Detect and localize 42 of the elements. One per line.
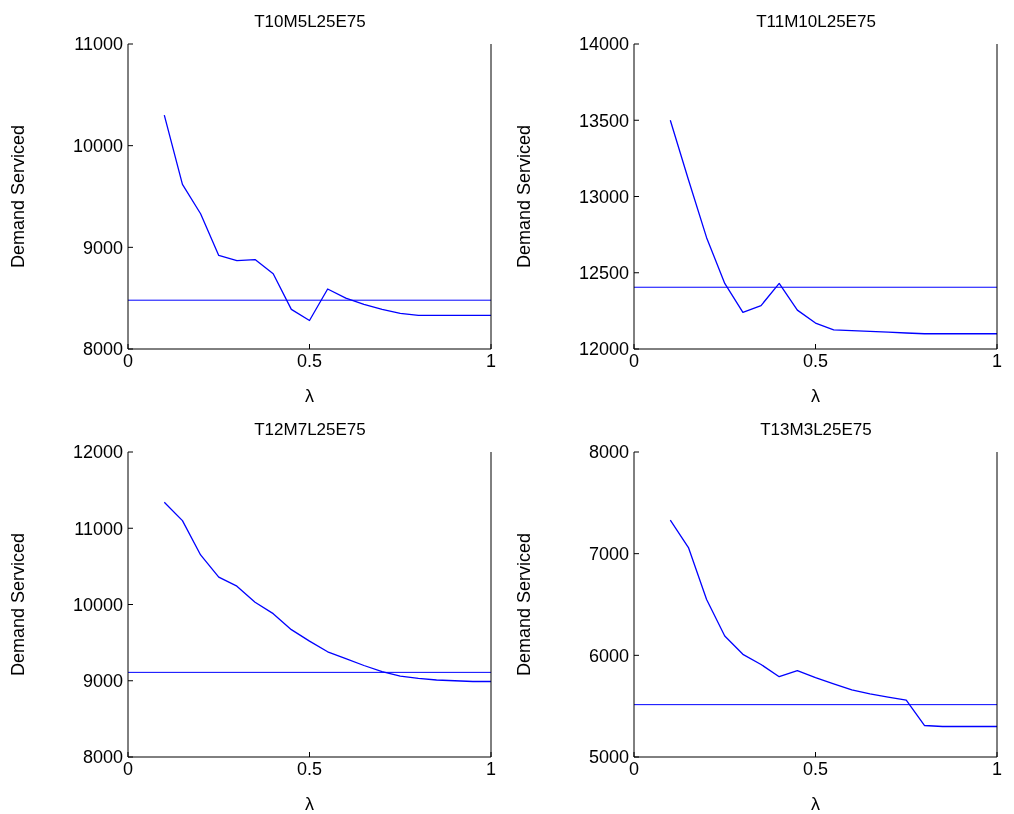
y-axis-title: Demand Serviced	[8, 124, 29, 269]
y-tick-label: 6000	[588, 645, 629, 666]
x-axis-title: λ	[305, 794, 314, 814]
x-tick-label: 1	[991, 758, 1003, 779]
y-tick-label: 8000	[82, 339, 123, 360]
x-tick-label: 1	[485, 350, 497, 371]
y-tick-label: 12500	[578, 263, 629, 284]
y-tick-label: 13000	[578, 186, 629, 207]
chart-title: T10M5L25E75	[253, 12, 367, 32]
y-axis-title: Demand Serviced	[514, 532, 535, 677]
chart-title: T12M7L25E75	[253, 420, 367, 440]
x-tick-label: 0	[122, 350, 134, 371]
x-tick-label: 1	[485, 758, 497, 779]
y-tick-label: 10000	[72, 136, 123, 157]
x-tick-label: 0	[628, 350, 640, 371]
y-tick-label: 12000	[72, 442, 123, 463]
x-tick-label: 0.5	[296, 758, 323, 779]
x-axis-title: λ	[811, 386, 820, 406]
chart-title: T11M10L25E75	[755, 12, 877, 32]
y-tick-label: 9000	[82, 237, 123, 258]
chart-title: T13M3L25E75	[759, 420, 873, 440]
y-tick-label: 12000	[578, 339, 629, 360]
y-tick-label: 13500	[578, 110, 629, 131]
x-tick-label: 0	[122, 758, 134, 779]
y-tick-label: 10000	[72, 594, 123, 615]
y-tick-label: 8000	[588, 442, 629, 463]
x-axis-title: λ	[305, 386, 314, 406]
x-tick-label: 0.5	[296, 350, 323, 371]
x-axis-title: λ	[811, 794, 820, 814]
x-tick-label: 0	[628, 758, 640, 779]
y-tick-label: 11000	[74, 518, 123, 539]
y-tick-label: 14000	[578, 34, 629, 55]
x-tick-label: 0.5	[802, 350, 829, 371]
y-tick-label: 9000	[82, 671, 123, 692]
y-axis-title: Demand Serviced	[8, 532, 29, 677]
y-tick-label: 5000	[588, 747, 629, 768]
y-axis-title: Demand Serviced	[514, 124, 535, 269]
y-tick-label: 8000	[82, 747, 123, 768]
y-tick-label: 7000	[588, 544, 629, 565]
x-tick-label: 1	[991, 350, 1003, 371]
x-tick-label: 0.5	[802, 758, 829, 779]
y-tick-label: 11000	[74, 34, 123, 55]
